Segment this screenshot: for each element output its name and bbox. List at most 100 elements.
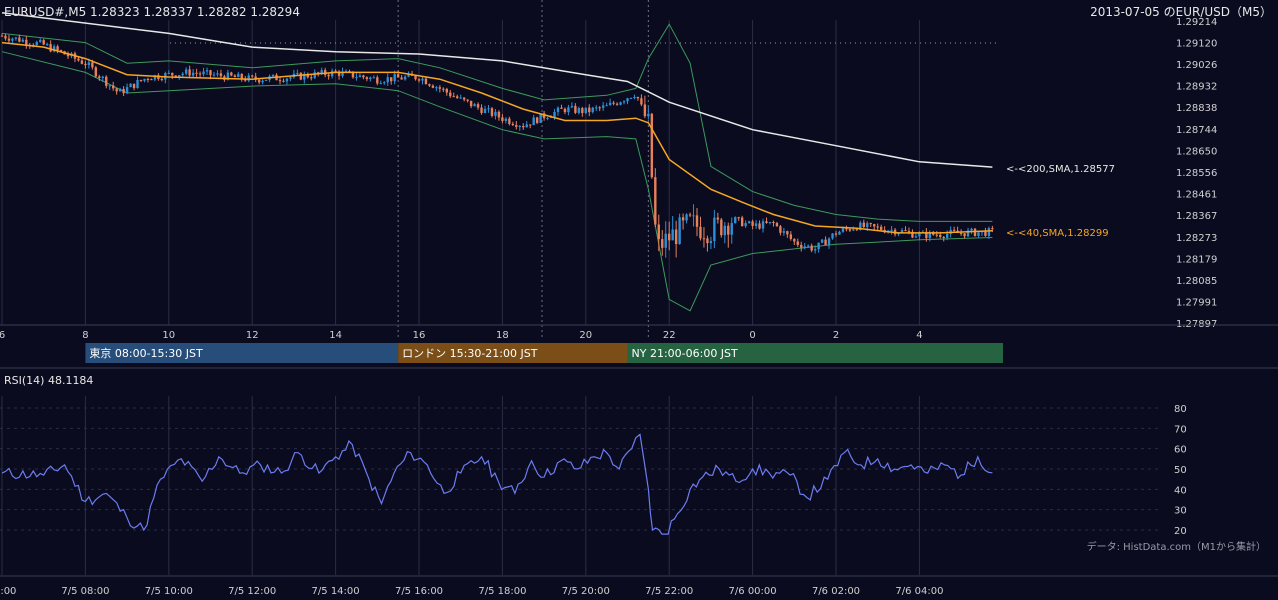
session-block [398,343,628,363]
hour-tick-label: 8 [82,330,88,341]
candle-body [636,97,640,99]
candle-body [129,83,132,88]
rsi-title: RSI(14) 48.1184 [4,374,93,387]
candle-body [807,245,810,247]
candle-body [143,78,146,81]
candle-body [702,238,706,240]
candle-body [768,221,772,224]
rsi-tick-label: 20 [1174,526,1187,537]
candle-body [966,230,970,237]
candle-body [615,103,619,105]
candle-body [692,215,695,217]
candle-body [230,72,233,76]
candle-body [289,77,292,79]
rsi-panel: 80 70 60 50 40 30 20 [0,404,1187,537]
candle-body [542,113,546,119]
date-tick-label: 7/5 18:00 [478,586,526,597]
candle-body [841,228,845,232]
candle-body [115,88,118,92]
sma200-line [1,11,993,168]
hour-tick-label: 14 [329,330,342,341]
candle-body [629,97,633,99]
candle-body [556,107,560,112]
candle-body [303,73,306,80]
candle-body [146,78,150,80]
candle-body [299,72,303,80]
candle-body [539,113,542,123]
candle-body [713,217,716,242]
candle-body [35,41,38,46]
candle-body [970,228,973,231]
candle-body [483,108,487,114]
candle-body [827,238,831,245]
candle-body [487,108,490,110]
candle-body [330,70,334,77]
rsi-tick-label: 60 [1174,445,1187,456]
candle-body [407,73,410,77]
candle-body [907,230,911,232]
candle-body [824,239,827,245]
candle-body [813,249,817,251]
candle-body [803,246,806,248]
session-label: 東京 08:00-15:30 JST [89,346,203,360]
candle-body [612,102,615,104]
candle-body [469,100,473,107]
hour-tick-label: 22 [663,330,676,341]
candle-body [105,76,108,86]
candle-body [261,80,264,83]
candle-body [310,77,313,79]
candle-body [372,77,376,79]
candle-body [421,78,424,81]
candle-body [793,238,796,242]
candle-body [383,82,386,84]
candle-body [87,62,91,66]
candle-body [438,87,442,89]
rsi-tick-label: 30 [1174,506,1187,517]
session-label: ロンドン 15:30-21:00 JST [402,347,538,360]
candle-body [21,39,25,42]
candle-body [720,219,723,236]
candle-body [386,77,389,83]
candle-body [66,54,70,57]
candle-body [181,73,184,76]
sma200-label: <-<200,SMA,1.28577 [1006,164,1115,175]
candle-body [730,223,733,235]
candle-body [598,107,601,109]
candle-body [132,83,136,89]
rsi-tick-label: 50 [1174,465,1187,476]
data-source-note: データ: HistData.com（M1から集計） [1087,540,1266,553]
candle-body [25,39,28,45]
candle-body [584,107,587,114]
candle-body [563,108,567,113]
candle-body [876,226,879,228]
candle-body [977,232,980,237]
candle-body [640,98,643,105]
candle-body [466,99,469,101]
candle-body [0,35,4,37]
candle-body [365,77,369,80]
hour-tick-label: 18 [496,330,509,341]
candle-body [786,231,789,235]
price-tick-label: 1.28085 [1176,276,1217,287]
candle-body [900,230,904,233]
candle-body [442,88,445,90]
candle-body [317,72,320,74]
price-tick-label: 1.27991 [1176,297,1217,308]
candle-body [45,44,49,46]
candle-body [7,38,11,41]
candle-body [449,92,452,97]
date-tick-label: 7/5 14:00 [312,586,360,597]
candle-body [553,111,556,118]
candle-body [515,125,518,127]
candle-body [525,124,528,128]
candle-body [890,229,893,231]
candle-body [497,111,501,118]
candle-body [323,70,327,75]
candle-body [852,229,855,231]
candle-body [337,71,341,76]
candle-body [216,73,219,75]
price-panel [0,11,994,312]
candle-body [570,105,574,108]
candle-body [678,217,681,245]
